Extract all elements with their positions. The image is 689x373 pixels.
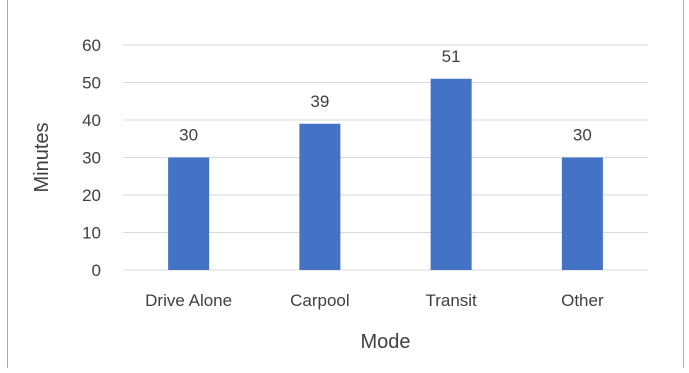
y-tick-label: 20 xyxy=(82,186,101,205)
gridlines xyxy=(123,44,648,271)
bar-other xyxy=(561,157,603,270)
data-label: 30 xyxy=(573,126,592,145)
data-labels: 30 39 51 30 xyxy=(179,47,592,145)
x-axis-ticks: Drive Alone Carpool Transit Other xyxy=(145,291,604,310)
bar-transit xyxy=(430,78,472,270)
x-tick-label: Carpool xyxy=(290,291,350,310)
y-tick-label: 40 xyxy=(82,111,101,130)
y-tick-label: 0 xyxy=(92,261,101,280)
bar-carpool xyxy=(299,123,341,270)
y-tick-label: 30 xyxy=(82,149,101,168)
y-tick-label: 10 xyxy=(82,224,101,243)
data-label: 51 xyxy=(442,47,461,66)
x-tick-label: Drive Alone xyxy=(145,291,232,310)
bar-drive-alone xyxy=(168,157,210,270)
x-axis-title: Mode xyxy=(360,331,410,353)
x-tick-label: Other xyxy=(561,291,604,310)
x-tick-label: Transit xyxy=(425,291,477,310)
bars xyxy=(168,78,603,270)
y-axis-title: Minutes xyxy=(31,122,53,192)
y-tick-label: 60 xyxy=(82,36,101,55)
bar-chart: 0 10 20 30 40 50 60 30 39 51 30 Drive Alone Carpoo… xyxy=(31,36,648,353)
data-label: 39 xyxy=(310,92,329,111)
data-label: 30 xyxy=(179,126,198,145)
chart-frame: 0 10 20 30 40 50 60 30 39 51 30 Drive Alone Carpoo… xyxy=(7,0,684,368)
y-tick-label: 50 xyxy=(82,74,101,93)
y-axis-ticks: 0 10 20 30 40 50 60 xyxy=(82,36,101,280)
